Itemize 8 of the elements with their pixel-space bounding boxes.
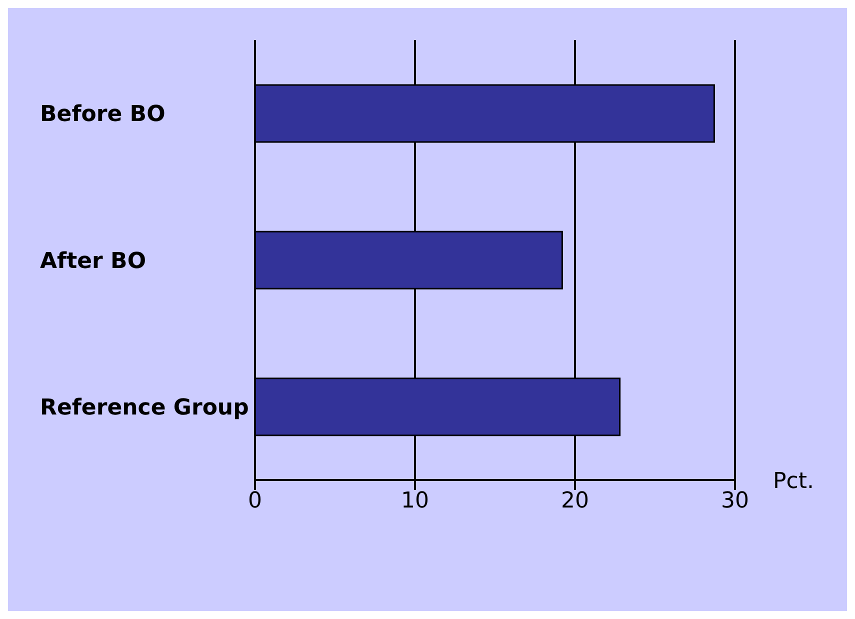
x-tick-label: 10 (401, 488, 429, 514)
x-tick-label: 0 (248, 488, 262, 514)
x-tick-label: 20 (561, 488, 589, 514)
y-tick-label: Reference Group (40, 395, 249, 420)
y-tick-label: Before BO (40, 102, 166, 128)
x-tick-label: 30 (721, 488, 749, 514)
x-axis-title: Pct. (773, 468, 814, 494)
y-tick-label: After BO (40, 248, 146, 274)
